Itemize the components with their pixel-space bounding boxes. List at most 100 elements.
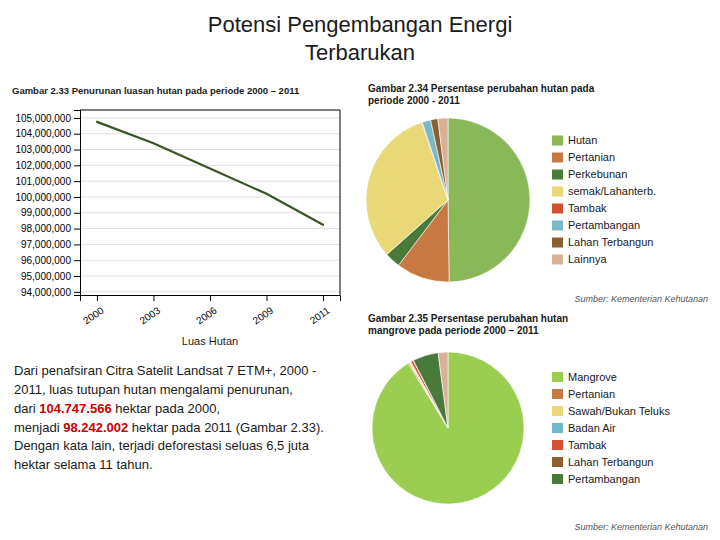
legend-label: Pertambangan xyxy=(568,219,640,231)
tick-label: 101,000,000 xyxy=(15,176,71,187)
legend-item: Lahan Terbangun xyxy=(552,236,653,248)
tick-label: 2006 xyxy=(194,304,219,326)
legend-label: Pertambangan xyxy=(568,473,640,485)
tick-mark xyxy=(323,295,324,301)
tick-mark xyxy=(210,295,211,301)
legend-swatch xyxy=(552,423,563,433)
text-line: periode 2000 - 2011 xyxy=(368,95,460,106)
tick-label: 104,000,000 xyxy=(15,128,71,139)
pie-slice xyxy=(438,352,448,428)
y-tick: 102,000,000 xyxy=(15,160,80,171)
legend-swatch xyxy=(552,255,563,265)
tick-mark xyxy=(74,244,80,245)
tick-label: 97,000,000 xyxy=(21,239,71,250)
tick-label: 2003 xyxy=(138,304,163,326)
tick-label: 2009 xyxy=(251,304,276,326)
tick-mark xyxy=(74,118,80,119)
legend-item: Pertambangan xyxy=(552,219,640,231)
legend-swatch xyxy=(552,187,563,197)
legend-label: Hutan xyxy=(568,134,597,146)
plot-area xyxy=(97,122,323,225)
tick-label: 96,000,000 xyxy=(21,255,71,266)
y-tick: 101,000,000 xyxy=(15,176,80,187)
tick-mark xyxy=(267,295,268,301)
tick-label: 2000 xyxy=(81,304,106,326)
pie-slice xyxy=(372,352,524,504)
source-note: Sumber: Kementerian Kehutanan xyxy=(574,522,708,532)
tick-label: 102,000,000 xyxy=(15,160,71,171)
legend-label: Badan Air xyxy=(568,422,616,434)
grid-line xyxy=(80,149,340,150)
legend-swatch xyxy=(552,457,563,467)
y-tick: 96,000,000 xyxy=(21,255,80,266)
legend-item: Tambak xyxy=(552,439,607,451)
tick-mark xyxy=(74,197,80,198)
legend: Hutan Pertanian Perkebunan semak/Lahanterb.… xyxy=(552,134,656,265)
y-tick: 104,000,000 xyxy=(15,128,80,139)
y-tick: 95,000,000 xyxy=(21,271,80,282)
tick-mark xyxy=(74,229,80,230)
y-axis: 105,000,000 104,000,000 103,000,000 102,000… xyxy=(15,111,80,298)
text-line: Terbarukan xyxy=(305,40,415,65)
legend-swatch xyxy=(552,221,563,231)
pie-slice xyxy=(448,118,530,282)
legend-item: Lahan Terbangun xyxy=(552,456,653,468)
x-tick: 2000 xyxy=(81,295,106,326)
x-axis: 2000 2003 2006 2009 2011 xyxy=(81,295,341,326)
tick-mark xyxy=(74,292,80,293)
legend-item: semak/Lahanterb. xyxy=(552,185,656,197)
line-chart: Gambar 2.33 Penurunan luasan hutan pada … xyxy=(12,85,341,347)
legend-label: Pertanian xyxy=(568,151,615,163)
y-tick: 98,000,000 xyxy=(21,223,80,234)
legend-label: Mangrove xyxy=(568,371,617,383)
legend-item: Tambak xyxy=(552,202,607,214)
pie-chart: Gambar 2.34 Persentase perubahan hutan p… xyxy=(366,83,708,304)
legend-swatch xyxy=(552,440,563,450)
y-tick: 103,000,000 xyxy=(15,144,80,155)
legend-label: Lahan Terbangun xyxy=(568,456,653,468)
tick-label: 98,000,000 xyxy=(21,223,71,234)
legend-swatch xyxy=(552,136,563,146)
tick-mark xyxy=(74,260,80,261)
tick-mark xyxy=(74,165,80,166)
legend-item: Mangrove xyxy=(552,371,617,383)
axis-domain xyxy=(74,111,81,296)
tick-mark xyxy=(153,295,154,301)
pie-slice xyxy=(431,119,448,200)
tick-label: 95,000,000 xyxy=(21,271,71,282)
grid-line xyxy=(80,228,340,229)
text-line: Potensi Pengembangan Energi xyxy=(208,12,513,37)
y-tick: 97,000,000 xyxy=(21,239,80,250)
tick-mark xyxy=(97,295,98,301)
legend-label: Sawah/Bukan Teluks xyxy=(568,405,670,417)
grid-line xyxy=(80,165,340,166)
pie-slice xyxy=(413,353,448,428)
legend-item: Pertanian xyxy=(552,151,615,163)
tick-label: 105,000,000 xyxy=(15,113,71,124)
legend: MangrovePertanianSawah/Bukan TeluksBadan… xyxy=(552,371,670,485)
pie-chart: Gambar 2.35 Persentase perubahan hutanma… xyxy=(368,313,708,532)
legend-item: Lainnya xyxy=(552,253,607,265)
legend-item: Pertambangan xyxy=(552,473,640,485)
grid-line xyxy=(80,260,340,261)
x-tick: 2009 xyxy=(251,295,276,326)
source-note: Sumber: Kementerian Kehutanan xyxy=(574,294,708,304)
legend-label: Tambak xyxy=(568,439,607,451)
y-tick: 99,000,000 xyxy=(21,207,80,218)
grid-line xyxy=(80,133,340,134)
tick-label: 2011 xyxy=(308,304,332,326)
body-text: tahun. xyxy=(116,457,152,472)
legend-item: Perkebunan xyxy=(552,168,627,180)
page-title: Potensi Pengembangan Energi Terbarukan xyxy=(208,12,513,65)
chart-title: Gambar 2.33 Penurunan luasan hutan pada … xyxy=(12,85,300,96)
tick-mark xyxy=(74,150,80,151)
legend-swatch xyxy=(552,389,563,399)
tick-label: 100,000,000 xyxy=(15,192,71,203)
y-tick: 94,000,000 xyxy=(21,287,80,298)
pie xyxy=(366,118,530,282)
body-text-block: Dari penafsiran Citra Satelit Landsat 7 … xyxy=(14,362,344,475)
grid xyxy=(80,118,340,292)
tick-mark xyxy=(74,181,80,182)
legend-swatch xyxy=(552,153,563,163)
legend-label: Lainnya xyxy=(568,253,607,265)
